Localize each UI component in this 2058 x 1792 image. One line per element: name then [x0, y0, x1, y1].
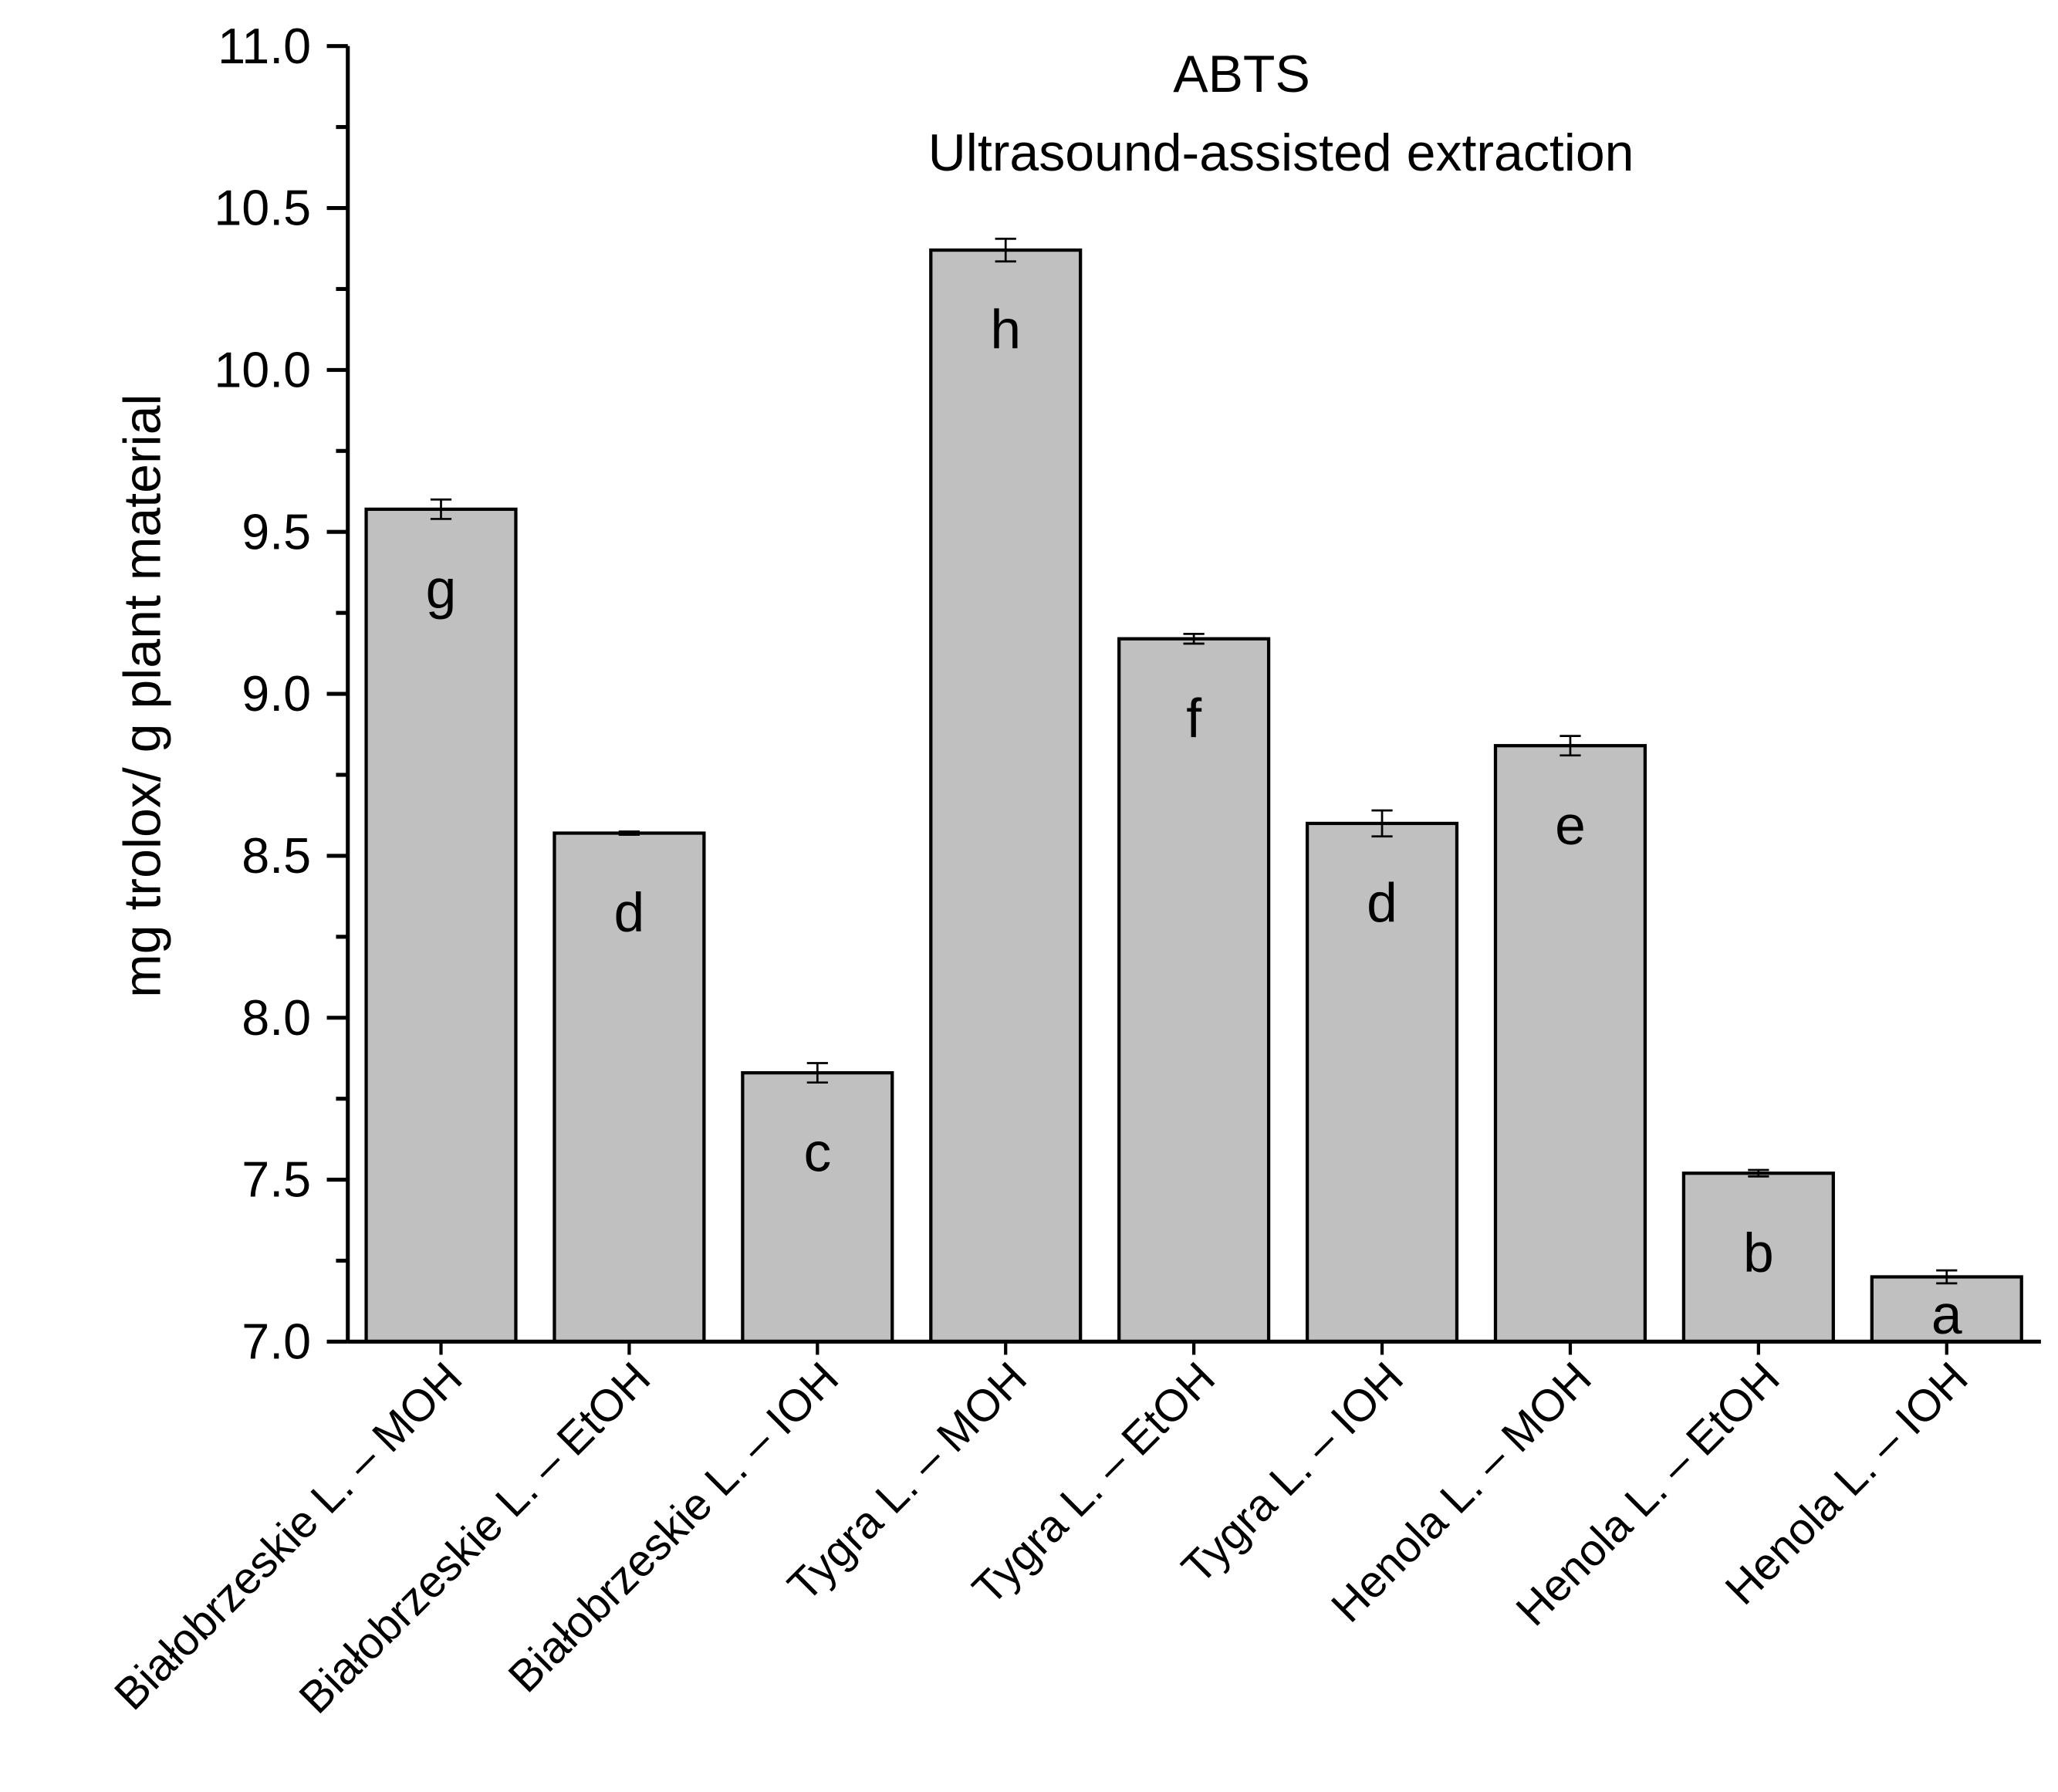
significance-letter: f	[1186, 688, 1201, 749]
y-tick-label: 8.0	[242, 989, 311, 1046]
y-tick-label: 8.5	[242, 827, 311, 884]
y-tick-label: 7.5	[242, 1151, 311, 1208]
error-bar	[430, 498, 452, 520]
error-bar	[1936, 1269, 1958, 1285]
x-tick-label: Białobrzeskie L. – EtOH	[290, 1353, 660, 1723]
error-bar	[995, 238, 1016, 263]
y-tick-label: 7.0	[242, 1314, 311, 1370]
bar	[741, 1070, 894, 1344]
y-tick-label: 9.0	[242, 665, 311, 722]
error-bar	[1183, 633, 1205, 645]
error-bar	[1748, 1168, 1769, 1178]
bar	[364, 507, 518, 1344]
bar	[929, 248, 1083, 1344]
bar	[553, 831, 706, 1344]
x-tick-label: Białobrzeskie L. – IOH	[499, 1353, 848, 1702]
bar	[1681, 1172, 1835, 1344]
significance-letter: d	[614, 882, 645, 944]
significance-letter: e	[1555, 795, 1586, 857]
y-axis-label: mg trolox/ g plant material	[113, 394, 172, 998]
y-tick-label: 9.5	[242, 503, 311, 560]
significance-letter: h	[990, 299, 1021, 361]
significance-letter: g	[426, 558, 457, 620]
bars: g d c h f d e b a	[364, 238, 2023, 1346]
chart-subtitle: Ultrasound-assisted extraction	[928, 123, 1634, 182]
bar	[1493, 744, 1647, 1344]
significance-letter: c	[803, 1122, 831, 1184]
y-tick-label: 10.5	[214, 180, 311, 236]
significance-letter: a	[1931, 1284, 1962, 1346]
error-bar	[618, 830, 640, 836]
x-tick-label: Białobrzeskie L. – MOH	[106, 1353, 472, 1719]
error-bar	[1371, 809, 1393, 838]
significance-letter: b	[1743, 1222, 1774, 1284]
error-bar	[1560, 735, 1581, 757]
bar	[1305, 821, 1459, 1344]
y-tick-label: 10.0	[214, 341, 311, 397]
chart-title: ABTS	[1173, 45, 1310, 103]
error-bar	[806, 1062, 828, 1084]
significance-letter: d	[1367, 873, 1397, 935]
y-tick-label: 11.0	[218, 18, 311, 74]
